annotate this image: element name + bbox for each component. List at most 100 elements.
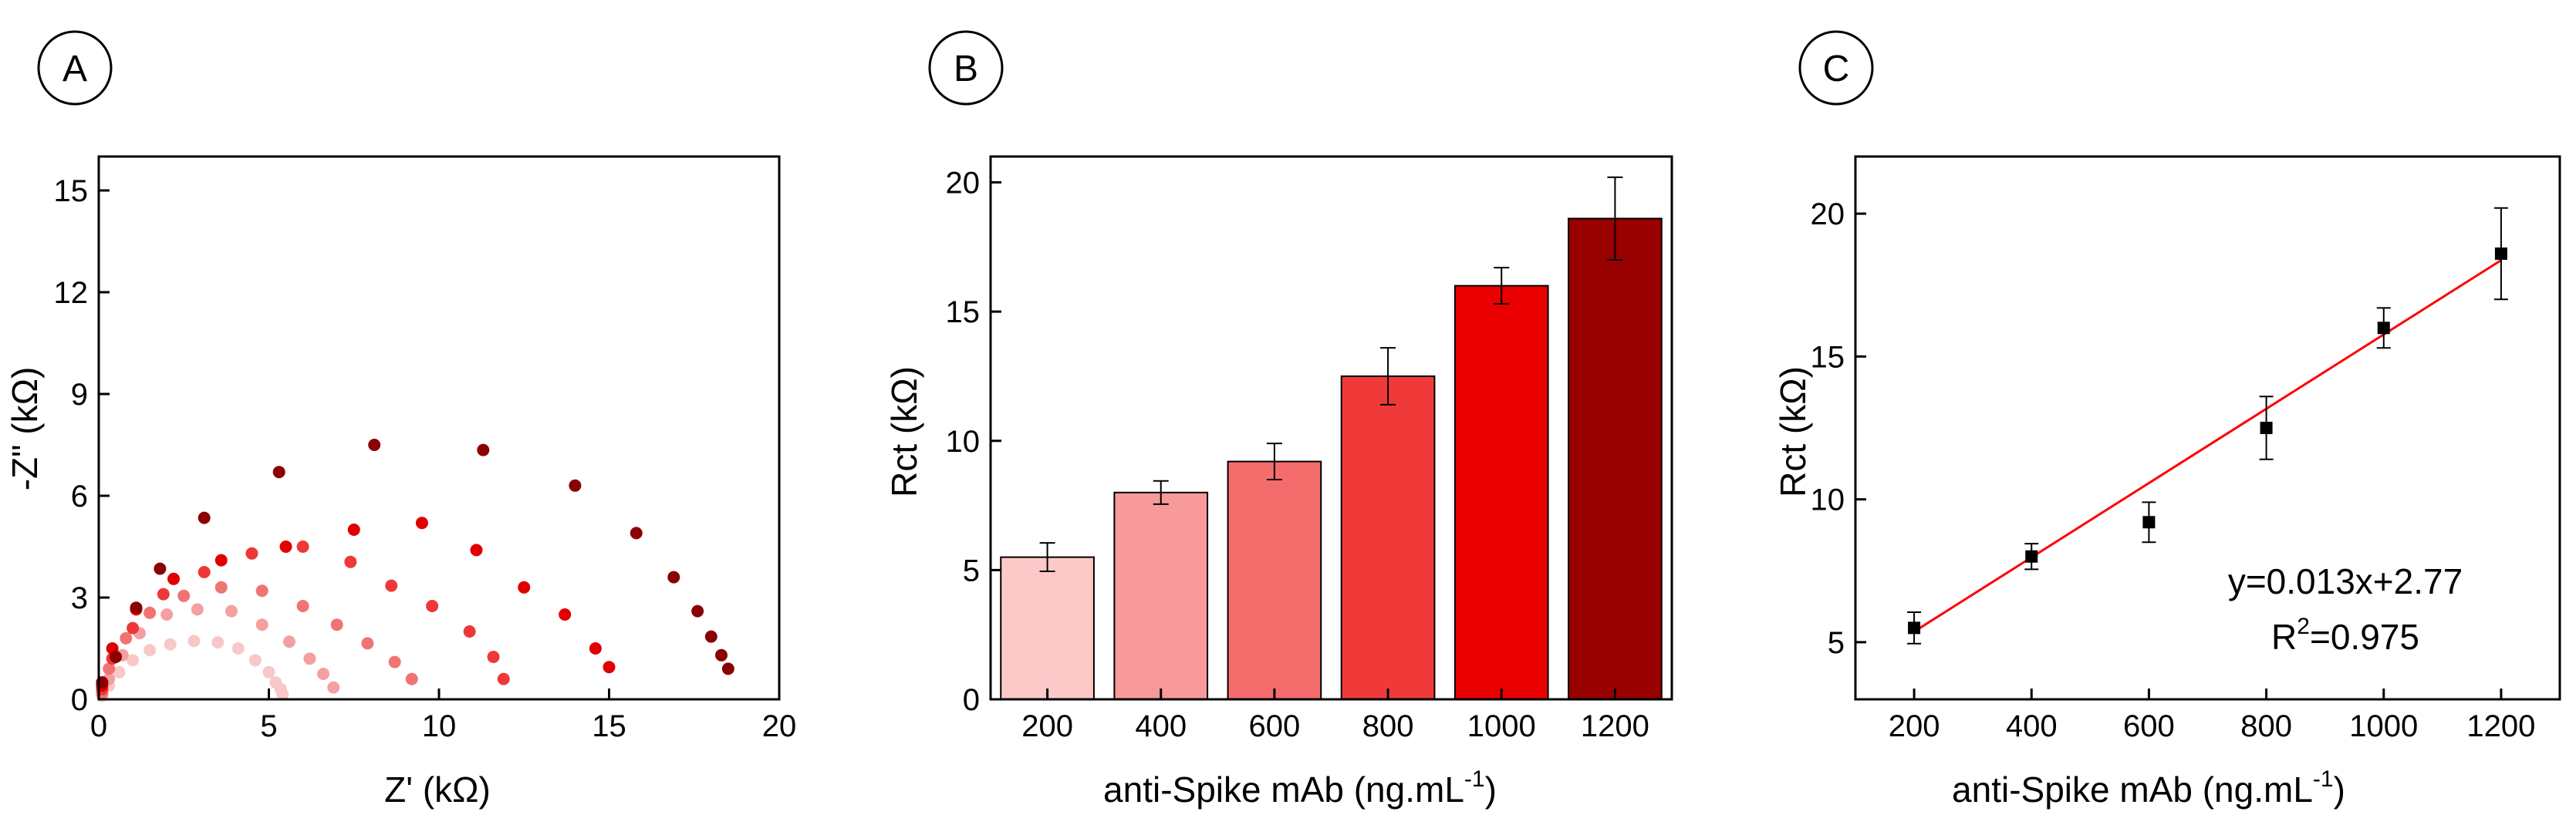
- panel-b-ytick-label-0: 0: [963, 683, 980, 717]
- panel-c-r2-value: =0.975: [2310, 617, 2419, 657]
- panel-a-point-s0-10: [262, 665, 275, 679]
- panel-a-point-s2-6: [255, 584, 268, 598]
- panel-a-point-s1-6: [225, 604, 238, 618]
- panel-a-point-s2-9: [361, 637, 374, 650]
- panel-c-fit-line: [1913, 259, 2502, 633]
- panel-b-bar-1: [1113, 491, 1209, 700]
- panel-a-point-s1-4: [160, 608, 174, 621]
- panel-a-point-s3-4: [198, 566, 211, 578]
- panel-a-point-s3-6: [296, 540, 309, 553]
- panel-a-ytick-label-5: 15: [54, 174, 89, 208]
- panel-a: A 0 5 10 15 20 0 3 6 9 12 15 Z' (kΩ) -Z" (kΩ): [5, 30, 797, 810]
- panel-c-point-1: [2025, 550, 2038, 563]
- panel-a-ylabel: -Z" (kΩ): [5, 367, 45, 491]
- panel-b-xtick-label-2: 600: [1249, 709, 1301, 743]
- panel-c-point-0: [1908, 621, 1921, 635]
- panel-a-point-s3-7: [344, 555, 357, 568]
- panel-b-letter: B: [954, 49, 978, 89]
- panel-a-letter: A: [62, 49, 87, 89]
- panel-a-ytick-label-3: 9: [71, 378, 88, 412]
- panel-c-xtick-label-2: 600: [2123, 709, 2175, 743]
- panel-a-point-s2-8: [330, 618, 343, 631]
- panel-c-letter-circle: [1798, 30, 1874, 106]
- panel-a-xtick-label-2: 10: [422, 709, 457, 743]
- panel-c-letter: C: [1823, 49, 1850, 89]
- panel-c-xlabel-end: ): [2334, 769, 2345, 810]
- panel-a-point-s1-7: [255, 618, 268, 631]
- panel-b-plot: 200 400 600 800 1000 1200 0 5 10 15 20: [946, 155, 1673, 743]
- panel-a-point-s2-5: [214, 581, 228, 594]
- panel-a-point-s5-6: [368, 439, 381, 451]
- panel-b-bar-5: [1568, 217, 1663, 700]
- panel-b-xlabel-sup: -1: [1464, 766, 1485, 792]
- panel-c-xtick-label-3: 800: [2240, 709, 2292, 743]
- panel-a-point-s4-3: [167, 572, 181, 585]
- panel-b-ylabel: Rct (kΩ): [884, 366, 924, 497]
- panel-a-frame: [97, 155, 781, 701]
- panel-c-point-5: [2494, 247, 2507, 260]
- panel-c-r2-sup: 2: [2297, 614, 2310, 639]
- panel-a-point-s0-2: [113, 665, 126, 679]
- panel-a-point-s0-13: [276, 688, 289, 701]
- panel-a-point-s1-10: [317, 668, 330, 680]
- panel-a-point-s0-8: [231, 642, 245, 655]
- panel-b-ytick-label-4: 20: [946, 167, 981, 200]
- panel-a-ytick-label-4: 12: [54, 276, 89, 310]
- panel-b-xlabel: anti-Spike mAb (ng.mL-1): [1103, 766, 1497, 810]
- panel-a-point-s3-11: [487, 651, 500, 663]
- panel-a-point-s0-5: [164, 638, 177, 651]
- panel-a-point-s2-11: [405, 672, 418, 685]
- panel-a-point-s0-4: [143, 644, 157, 657]
- panel-b-xlabel-main: anti-Spike mAb (ng.mL: [1103, 769, 1464, 810]
- panel-a-point-s5-7: [477, 443, 490, 456]
- panel-a-point-s5-9: [630, 527, 643, 540]
- panel-a-point-s4-6: [347, 524, 360, 536]
- panel-a-point-s2-1: [103, 662, 116, 675]
- panel-b-bar-3: [1340, 375, 1436, 700]
- panel-a-ytick-label-2: 6: [71, 480, 88, 514]
- panel-b-xtick-label-5: 1200: [1581, 709, 1649, 743]
- panel-c-point-4: [2377, 322, 2390, 335]
- panel-a-point-s4-5: [279, 540, 292, 553]
- panel-a-point-s5-2: [130, 601, 143, 615]
- panel-a-point-s0-6: [187, 635, 201, 648]
- panel-c-xtick-label-4: 1000: [2349, 709, 2418, 743]
- panel-b-bar-0: [1000, 556, 1095, 700]
- panel-a-point-s3-2: [127, 621, 140, 635]
- panel-a-point-s0-7: [211, 636, 225, 649]
- panel-a-point-s3-12: [497, 672, 510, 685]
- panel-b-frame: [989, 155, 1673, 701]
- panel-a-xtick-label-4: 20: [762, 709, 797, 743]
- panel-a-point-s0-3: [127, 654, 140, 667]
- panel-c-xlabel-main: anti-Spike mAb (ng.mL: [1952, 769, 2313, 810]
- panel-a-point-s1-8: [282, 635, 295, 648]
- panel-c-ytick-label-0: 5: [1828, 626, 1845, 660]
- panel-a-point-s4-9: [518, 581, 531, 594]
- panel-a-point-s5-11: [691, 604, 704, 618]
- panel-a-point-s1-9: [303, 652, 316, 665]
- panel-b-ytick-label-2: 10: [946, 425, 981, 459]
- panel-c-point-2: [2142, 516, 2156, 529]
- panel-a-letter-circle: [37, 30, 113, 106]
- panel-c-xlabel-sup: -1: [2313, 766, 2334, 792]
- panel-a-point-s3-9: [426, 600, 439, 612]
- panel-c-equation: y=0.013x+2.77: [2228, 561, 2463, 601]
- panel-b-xtick-label-1: 400: [1135, 709, 1187, 743]
- panel-c: C 200 400 600 800 1000 1200 5 10 15 20 y=0.013x+2…: [1773, 30, 2561, 810]
- panel-a-point-s5-1: [110, 651, 123, 663]
- panel-c-xlabel: anti-Spike mAb (ng.mL-1): [1952, 766, 2345, 810]
- panel-c-point-3: [2260, 422, 2273, 434]
- panel-c-xtick-label-5: 1200: [2466, 709, 2535, 743]
- panel-a-point-s4-4: [214, 554, 228, 567]
- panel-a-point-s4-10: [559, 608, 572, 621]
- panel-b-xtick-label-0: 200: [1021, 709, 1073, 743]
- panel-a-ytick-label-0: 0: [71, 683, 88, 717]
- panel-b-bar-4: [1453, 285, 1549, 701]
- panel-c-plot: 200 400 600 800 1000 1200 5 10 15 20: [1811, 155, 2561, 743]
- panel-c-r2-prefix: R: [2271, 617, 2297, 657]
- panel-a-point-s5-14: [721, 662, 734, 675]
- panel-b-xtick-label-3: 800: [1362, 709, 1414, 743]
- panel-a-point-s0-9: [248, 654, 262, 667]
- panel-a-point-s1-11: [327, 681, 340, 694]
